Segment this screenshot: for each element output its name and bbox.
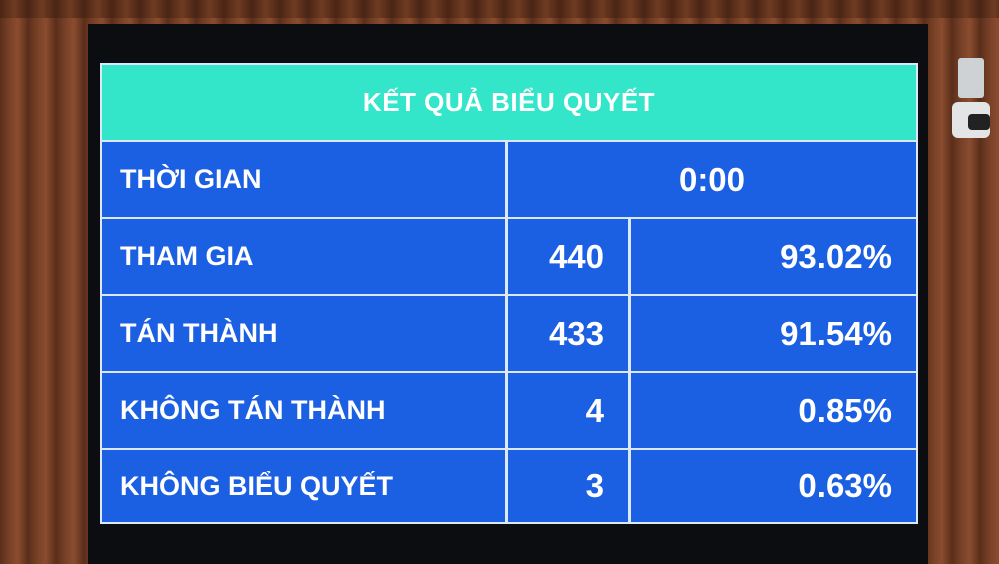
board-title: KẾT QUẢ BIỂU QUYẾT (102, 65, 916, 140)
row-count: 3 (508, 450, 628, 522)
row-percent: 0.85% (631, 373, 916, 448)
row-percent: 93.02% (631, 219, 916, 294)
row-count: 433 (508, 296, 628, 371)
row-label: THAM GIA (102, 219, 505, 294)
vote-results-board: KẾT QUẢ BIỂU QUYẾT THỜI GIAN 0:00 THAM G… (100, 63, 918, 524)
camera-icon (952, 58, 990, 144)
row-count: 440 (508, 219, 628, 294)
row-label: KHÔNG TÁN THÀNH (102, 373, 505, 448)
wood-ceiling (0, 0, 999, 18)
row-percent: 0.63% (631, 450, 916, 522)
row-count: 4 (508, 373, 628, 448)
time-label: THỜI GIAN (102, 142, 505, 217)
row-label: KHÔNG BIỂU QUYẾT (102, 450, 505, 522)
row-label: TÁN THÀNH (102, 296, 505, 371)
row-percent: 91.54% (631, 296, 916, 371)
time-value: 0:00 (508, 142, 916, 217)
